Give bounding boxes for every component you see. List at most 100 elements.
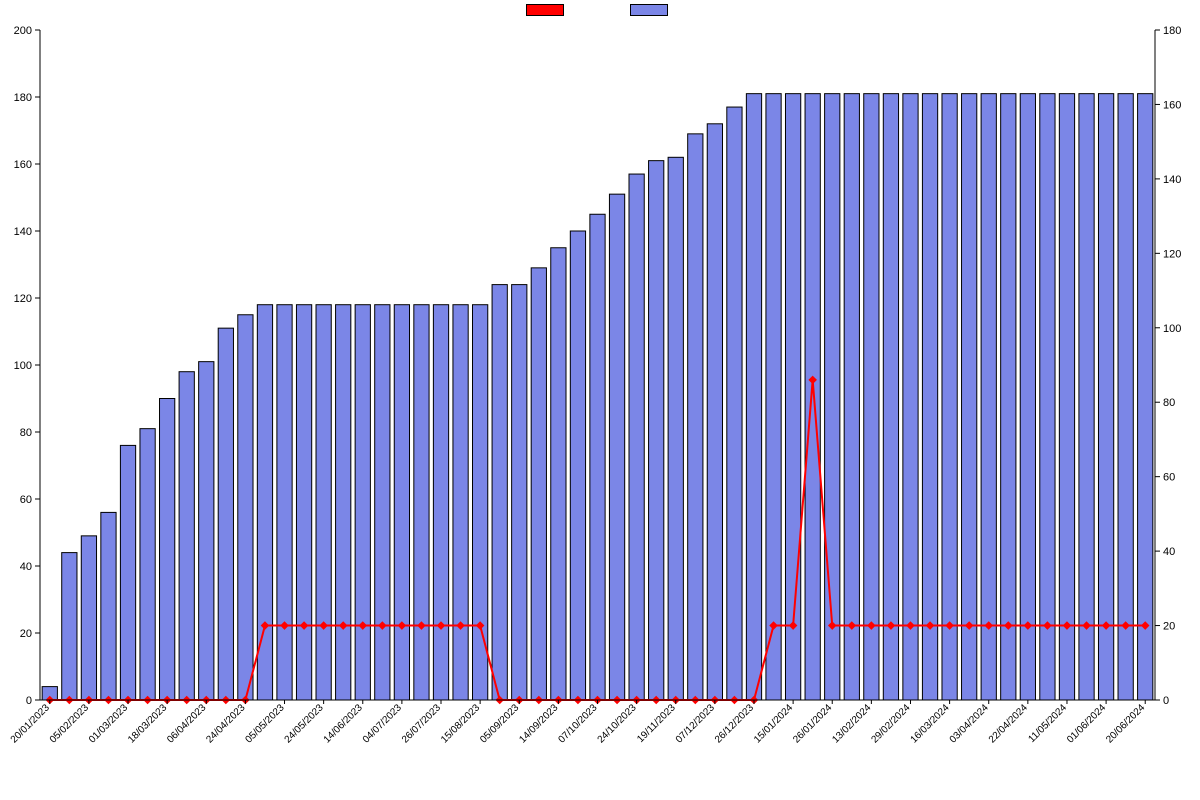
bar [844, 94, 859, 700]
bar [962, 94, 977, 700]
bar-series [42, 94, 1153, 700]
bar [492, 285, 507, 700]
bar [160, 399, 175, 701]
y-left-tick-label: 0 [26, 695, 32, 707]
bar [355, 305, 370, 700]
bar [101, 512, 116, 700]
bar [570, 231, 585, 700]
bar [277, 305, 292, 700]
y-left-tick-label: 60 [20, 494, 32, 506]
legend-item-line [526, 4, 570, 16]
bar [473, 305, 488, 700]
x-tick-label: 04/07/2023 [361, 702, 404, 745]
x-tick-label: 22/04/2024 [987, 702, 1030, 745]
bar [668, 157, 683, 700]
y-left-tick-label: 20 [20, 628, 32, 640]
bar [120, 445, 135, 700]
bar [140, 429, 155, 700]
x-tick-label: 20/06/2024 [1104, 702, 1147, 745]
bar [688, 134, 703, 700]
bar [1098, 94, 1113, 700]
y-right-tick-label: 180 [1163, 25, 1181, 37]
bar [864, 94, 879, 700]
bar [81, 536, 96, 700]
bar [336, 305, 351, 700]
bar [1040, 94, 1055, 700]
y-right-tick-label: 140 [1163, 174, 1181, 186]
x-tick-label: 01/06/2024 [1065, 702, 1108, 745]
bar [922, 94, 937, 700]
x-tick-label: 18/03/2023 [126, 702, 169, 745]
bar [649, 161, 664, 700]
y-right-tick-label: 0 [1163, 695, 1169, 707]
x-tick-label: 24/04/2023 [204, 702, 247, 745]
bar [1138, 94, 1153, 700]
bar [609, 194, 624, 700]
y-left-tick-label: 200 [14, 25, 32, 37]
bar [375, 305, 390, 700]
bar [179, 372, 194, 700]
y-left-tick-label: 40 [20, 561, 32, 573]
legend-swatch-line [526, 4, 564, 16]
x-tick-label: 11/05/2024 [1026, 702, 1069, 745]
bar [316, 305, 331, 700]
bar [1059, 94, 1074, 700]
bar [981, 94, 996, 700]
y-right-tick-label: 20 [1163, 621, 1175, 633]
x-tick-label: 26/01/2024 [791, 702, 834, 745]
x-tick-label: 07/12/2023 [674, 702, 717, 745]
bar [1079, 94, 1094, 700]
y-left-tick-label: 140 [14, 226, 32, 238]
x-tick-label: 29/02/2024 [869, 702, 912, 745]
legend [0, 4, 1200, 16]
y-right-tick-label: 80 [1163, 397, 1175, 409]
bar [433, 305, 448, 700]
bar [551, 248, 566, 700]
bar [394, 305, 409, 700]
x-tick-label: 13/02/2024 [830, 702, 873, 745]
bar [218, 328, 233, 700]
x-tick-label: 03/04/2024 [948, 702, 991, 745]
bar [199, 362, 214, 700]
bar [590, 214, 605, 700]
legend-swatch-bar [630, 4, 668, 16]
bar [883, 94, 898, 700]
bar [903, 94, 918, 700]
bar [512, 285, 527, 700]
x-tick-label: 06/04/2023 [165, 702, 208, 745]
chart-svg: 0204060801001201401601802000204060801001… [0, 0, 1200, 800]
y-right-tick-label: 120 [1163, 248, 1181, 260]
x-tick-label: 24/05/2023 [283, 702, 326, 745]
x-tick-label: 14/06/2023 [322, 702, 365, 745]
bar [727, 107, 742, 700]
bar [825, 94, 840, 700]
bar [766, 94, 781, 700]
y-right-tick-label: 160 [1163, 99, 1181, 111]
x-tick-label: 15/01/2024 [752, 702, 795, 745]
y-left-tick-label: 120 [14, 293, 32, 305]
bar [453, 305, 468, 700]
y-right-tick-label: 60 [1163, 472, 1175, 484]
x-tick-label: 05/09/2023 [478, 702, 521, 745]
bar [1020, 94, 1035, 700]
legend-item-bar [630, 4, 674, 16]
bar [296, 305, 311, 700]
bar [1118, 94, 1133, 700]
bar [1001, 94, 1016, 700]
y-left-tick-label: 160 [14, 159, 32, 171]
x-tick-label: 01/03/2023 [87, 702, 130, 745]
bar [707, 124, 722, 700]
x-tick-label: 16/03/2024 [909, 702, 952, 745]
x-tick-label: 05/05/2023 [243, 702, 286, 745]
bar [805, 94, 820, 700]
x-tick-label: 19/11/2023 [635, 702, 678, 745]
bar [942, 94, 957, 700]
bar [531, 268, 546, 700]
x-tick-label: 15/08/2023 [439, 702, 482, 745]
x-tick-label: 20/01/2023 [9, 702, 52, 745]
combo-chart: 0204060801001201401601802000204060801001… [0, 0, 1200, 800]
bar [62, 553, 77, 700]
bar [746, 94, 761, 700]
bar [414, 305, 429, 700]
x-tick-label: 24/10/2023 [596, 702, 639, 745]
